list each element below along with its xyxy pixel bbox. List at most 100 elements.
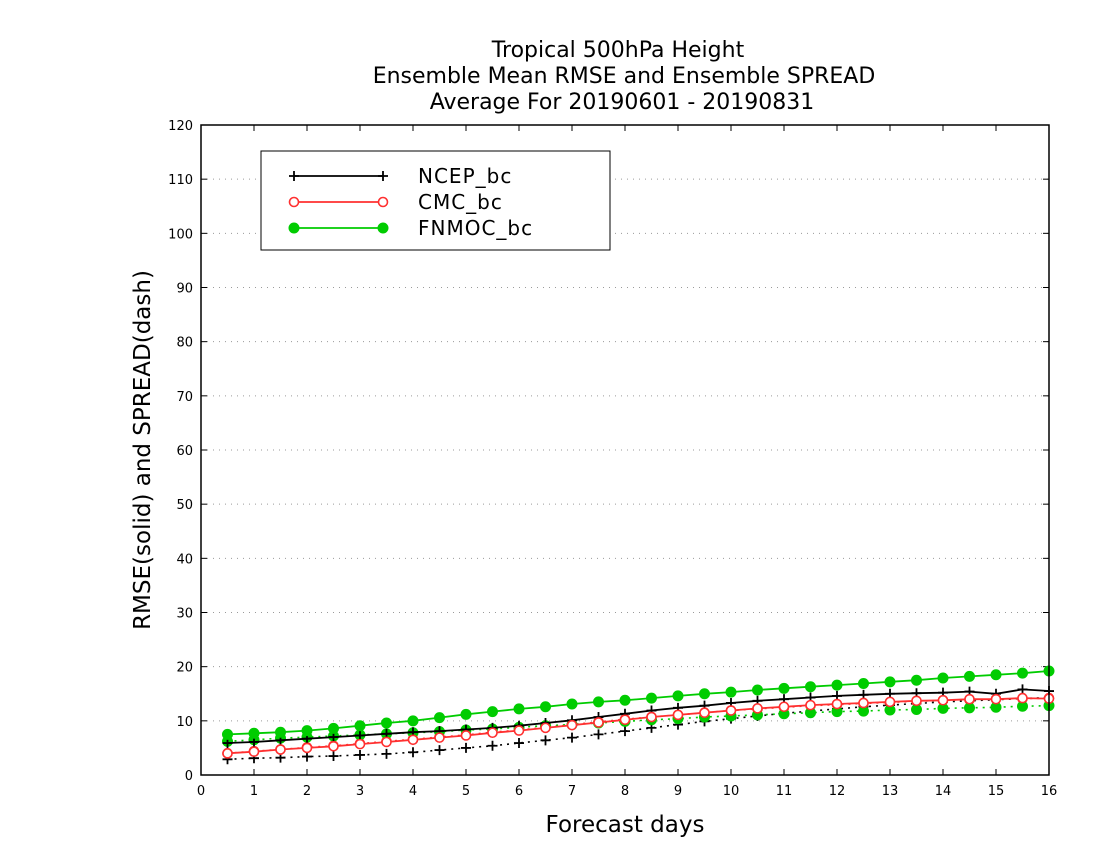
NCEP_bc-rmse-point <box>1017 684 1028 695</box>
FNMOC_bc-rmse-point <box>619 694 631 706</box>
legend-marker <box>377 196 389 208</box>
CMC_bc-rmse-point <box>593 717 604 728</box>
legend-entry-NCEP_bc: NCEP_bc <box>289 164 511 188</box>
CMC_bc-rmse-point <box>831 698 843 710</box>
CMC_bc-rmse-point <box>858 697 869 709</box>
x-tick-label: 4 <box>409 784 417 799</box>
CMC_bc-rmse-point <box>566 719 578 731</box>
CMC_bc-rmse-point <box>752 703 763 714</box>
CMC_bc-rmse-point <box>964 693 975 705</box>
legend-marker <box>377 222 389 234</box>
CMC_bc-rmse-point <box>301 742 313 754</box>
CMC_bc-rmse-point <box>460 730 472 741</box>
legend-marker <box>288 222 300 234</box>
NCEP_bc-spread-line <box>227 696 1050 761</box>
FNMOC_bc-rmse-point <box>646 692 657 704</box>
x-tick-label: 2 <box>303 784 311 799</box>
FNMOC_bc-rmse-point <box>672 690 684 702</box>
CMC_bc-rmse-point <box>354 738 366 750</box>
legend-box <box>260 150 611 251</box>
NCEP_bc-spread-point <box>620 726 630 737</box>
CMC_bc-rmse-point <box>248 746 260 758</box>
NCEP_bc-spread-point <box>514 738 524 749</box>
FNMOC_bc-rmse-point <box>990 669 1002 681</box>
x-tick-label: 10 <box>723 784 740 799</box>
chart-title: Tropical 500hPa Height Ensemble Mean RMS… <box>373 38 876 115</box>
x-tick-label: 11 <box>776 784 793 799</box>
legend-label: FNMOC_bc <box>418 216 533 240</box>
FNMOC_bc-rmse-point <box>911 674 922 686</box>
FNMOC_bc-rmse-point <box>831 679 843 691</box>
NCEP_bc-spread-point <box>540 735 551 746</box>
CMC_bc-rmse-point <box>1017 692 1028 704</box>
y-tick-label: 40 <box>176 552 193 567</box>
FNMOC_bc-rmse-point <box>778 682 790 694</box>
FNMOC_bc-rmse-point <box>407 715 419 727</box>
FNMOC_bc-rmse-point <box>805 681 816 693</box>
FNMOC_bc-rmse-point <box>540 701 551 713</box>
CMC_bc-rmse-point <box>990 693 1002 705</box>
CMC_bc-rmse-point <box>275 744 286 755</box>
series-CMC_bc-spread <box>222 692 1055 759</box>
CMC_bc-rmse-point <box>328 740 339 752</box>
series-FNMOC_bc-spread <box>222 700 1055 747</box>
y-tick-label: 30 <box>176 607 193 622</box>
x-tick-label: 6 <box>515 784 523 799</box>
CMC_bc-rmse-point <box>911 695 922 707</box>
y-tick-label: 80 <box>176 336 193 351</box>
CMC_bc-rmse-point <box>222 748 233 759</box>
NCEP_bc-spread-point <box>302 751 312 762</box>
CMC_bc-rmse-point <box>407 734 419 746</box>
x-tick-label: 8 <box>621 784 629 799</box>
NCEP_bc-spread-point <box>461 742 471 753</box>
series-FNMOC_bc-rmse <box>222 665 1055 740</box>
FNMOC_bc-rmse-point <box>566 698 578 710</box>
FNMOC_bc-rmse-point <box>275 726 286 738</box>
x-tick-label: 12 <box>829 784 846 799</box>
FNMOC_bc-rmse-point <box>752 684 763 696</box>
FNMOC_bc-rmse-point <box>699 688 710 700</box>
y-tick-label: 90 <box>176 282 193 297</box>
x-tick-label: 0 <box>197 784 205 799</box>
FNMOC_bc-rmse-point <box>301 725 313 737</box>
CMC_bc-rmse-point <box>619 714 631 726</box>
NCEP_bc-rmse-point <box>355 730 365 741</box>
x-tick-label: 5 <box>462 784 470 799</box>
FNMOC_bc-rmse-point <box>460 708 472 720</box>
chart-title-line-3: Average For 20190601 - 20190831 <box>430 90 815 115</box>
FNMOC_bc-rmse-point <box>964 670 975 682</box>
series-NCEP_bc-rmse <box>222 684 1054 749</box>
plot-frame <box>200 124 1050 776</box>
chart-title-line-1: Tropical 500hPa Height <box>491 38 745 63</box>
y-tick-label: 100 <box>168 227 193 242</box>
x-axis-label: Forecast days <box>546 812 705 838</box>
x-tick-label: 14 <box>935 784 952 799</box>
NCEP_bc-spread-point <box>328 751 339 762</box>
CMC_bc-rmse-point <box>513 725 525 736</box>
legend-marker <box>289 171 299 181</box>
FNMOC_bc-rmse-point <box>487 706 498 718</box>
FNMOC_bc-rmse-point <box>434 712 445 724</box>
legend-entry-FNMOC_bc: FNMOC_bc <box>288 216 533 240</box>
CMC_bc-rmse-point <box>646 711 657 723</box>
FNMOC_bc-rmse-point <box>593 696 604 708</box>
CMC_bc-rmse-point <box>778 701 790 713</box>
x-tick-label: 16 <box>1041 784 1058 799</box>
y-tick-label: 0 <box>185 769 193 784</box>
x-tick-label: 9 <box>674 784 682 799</box>
FNMOC_bc-rmse-point <box>725 686 737 698</box>
CMC_bc-rmse-point <box>487 727 498 739</box>
CMC_bc-rmse-point <box>937 694 949 706</box>
y-tick-label: 50 <box>176 498 193 513</box>
y-tick-label: 70 <box>176 390 193 405</box>
FNMOC_bc-rmse-point <box>858 677 869 689</box>
legend-label: CMC_bc <box>418 190 503 214</box>
FNMOC_bc-rmse-point <box>248 727 260 739</box>
x-tick-label: 3 <box>356 784 364 799</box>
NCEP_bc-rmse-line <box>227 688 1050 744</box>
NCEP_bc-spread-point <box>434 745 445 756</box>
CMC_bc-rmse-point <box>805 699 816 711</box>
CMC_bc-rmse-point <box>434 732 445 743</box>
